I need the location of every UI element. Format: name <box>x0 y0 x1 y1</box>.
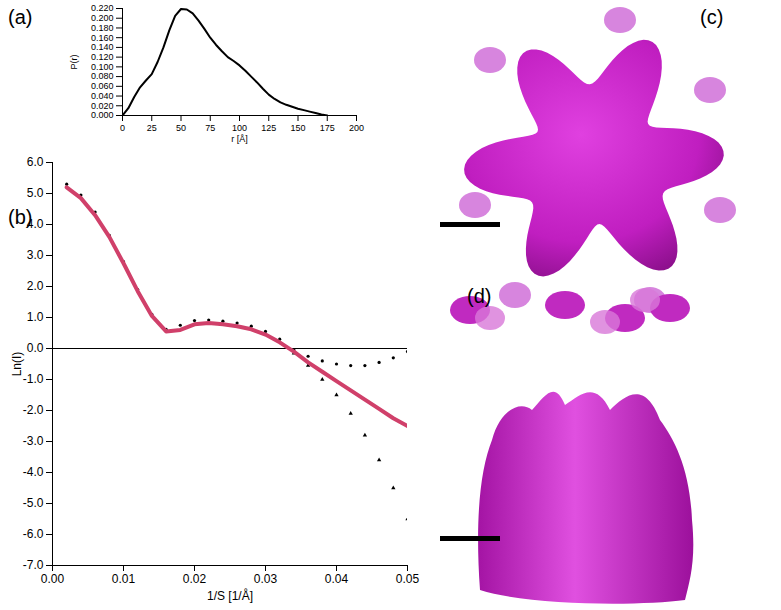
svg-text:-5.0: -5.0 <box>23 496 44 510</box>
svg-text:0.020: 0.020 <box>91 101 114 111</box>
svg-text:r [Å]: r [Å] <box>231 134 248 144</box>
svg-text:-2.0: -2.0 <box>23 403 44 417</box>
svg-text:6.0: 6.0 <box>27 155 44 169</box>
svg-text:100: 100 <box>232 123 247 133</box>
svg-text:0.060: 0.060 <box>91 81 114 91</box>
svg-text:200: 200 <box>349 123 364 133</box>
svg-text:0.080: 0.080 <box>91 71 114 81</box>
svg-text:-3.0: -3.0 <box>23 434 44 448</box>
svg-text:0.00: 0.00 <box>41 572 65 586</box>
html-text:(a): (a) <box>8 6 33 28</box>
svg-text:1/S [1/Å]: 1/S [1/Å] <box>207 588 253 603</box>
html-text:(d): (d) <box>467 285 492 307</box>
svg-text:0.180: 0.180 <box>91 23 114 33</box>
svg-text:0.05: 0.05 <box>396 572 420 586</box>
svg-text:0.02: 0.02 <box>183 572 207 586</box>
svg-text:3.0: 3.0 <box>27 248 44 262</box>
svg-text:0.220: 0.220 <box>91 3 114 13</box>
svg-text:Ln(I): Ln(I) <box>10 352 24 377</box>
html-text:(b): (b) <box>8 206 33 228</box>
svg-text:0.0: 0.0 <box>27 341 44 355</box>
svg-text:-4.0: -4.0 <box>23 465 44 479</box>
svg-text:0.040: 0.040 <box>91 91 114 101</box>
svg-text:1.0: 1.0 <box>27 310 44 324</box>
svg-text:0.120: 0.120 <box>91 52 114 62</box>
svg-text:175: 175 <box>320 123 335 133</box>
svg-text:0.000: 0.000 <box>91 110 114 120</box>
svg-text:5.0: 5.0 <box>27 186 44 200</box>
svg-text:-7.0: -7.0 <box>23 558 44 572</box>
svg-text:0.03: 0.03 <box>254 572 278 586</box>
html-text:(c): (c) <box>700 6 724 28</box>
svg-text:75: 75 <box>205 123 215 133</box>
svg-text:25: 25 <box>147 123 157 133</box>
svg-text:0.160: 0.160 <box>91 33 114 43</box>
svg-text:0.140: 0.140 <box>91 42 114 52</box>
svg-text:P(r): P(r) <box>69 55 79 70</box>
svg-text:0.01: 0.01 <box>112 572 136 586</box>
svg-text:150: 150 <box>290 123 305 133</box>
svg-text:125: 125 <box>261 123 276 133</box>
svg-text:-1.0: -1.0 <box>23 372 44 386</box>
svg-text:2.0: 2.0 <box>27 279 44 293</box>
svg-text:50: 50 <box>176 123 186 133</box>
svg-text:0: 0 <box>120 123 125 133</box>
svg-text:0.04: 0.04 <box>325 572 349 586</box>
svg-text:0.100: 0.100 <box>91 62 114 72</box>
svg-text:4.0: 4.0 <box>26 217 44 232</box>
svg-text:-6.0: -6.0 <box>23 527 44 541</box>
svg-text:0.200: 0.200 <box>91 13 114 23</box>
